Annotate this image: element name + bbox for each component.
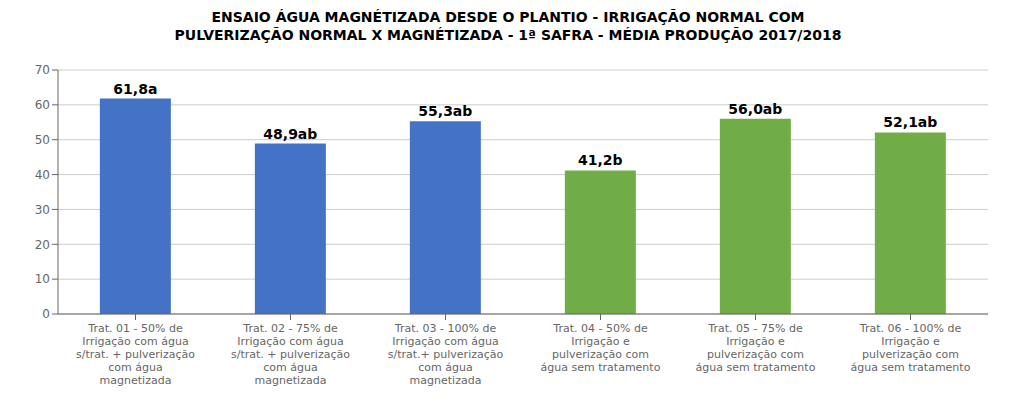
svg-text:50: 50 — [35, 133, 50, 147]
svg-text:Trat. 06 - 100% deIrrigação ep: Trat. 06 - 100% deIrrigação epulverizaçã… — [851, 322, 971, 374]
svg-text:0: 0 — [42, 307, 50, 321]
svg-text:60: 60 — [35, 98, 50, 112]
svg-text:10: 10 — [35, 272, 50, 286]
svg-text:52,1ab: 52,1ab — [883, 114, 937, 130]
svg-text:Trat. 01 - 50% deIrrigação com: Trat. 01 - 50% deIrrigação com águas/tra… — [76, 322, 195, 387]
svg-text:30: 30 — [35, 203, 50, 217]
svg-text:Trat. 02 - 75% deIrrigação com: Trat. 02 - 75% deIrrigação com águas/tra… — [231, 322, 350, 387]
html-text:PULVERIZAÇÃO NORMAL X MAGNÉTIZ: PULVERIZAÇÃO NORMAL X MAGNÉTIZADA - 1ª S… — [174, 27, 842, 43]
svg-text:Trat. 04 - 50% deIrrigação epu: Trat. 04 - 50% deIrrigação epulverização… — [541, 322, 661, 374]
svg-text:41,2b: 41,2b — [578, 152, 623, 168]
svg-text:Trat. 03 - 100% deIrrigação co: Trat. 03 - 100% deIrrigação com águas/tr… — [388, 322, 504, 387]
svg-text:56,0ab: 56,0ab — [728, 101, 782, 117]
svg-text:61,8a: 61,8a — [113, 81, 157, 97]
svg-text:48,9ab: 48,9ab — [263, 126, 317, 142]
html-text:ENSAIO ÁGUA MAGNÉTIZADA DESDE: ENSAIO ÁGUA MAGNÉTIZADA DESDE O PLANTIO … — [211, 9, 805, 25]
svg-text:40: 40 — [35, 168, 50, 182]
svg-text:70: 70 — [35, 63, 50, 77]
svg-text:Trat. 05 - 75% deIrrigação epu: Trat. 05 - 75% deIrrigação epulverização… — [696, 322, 816, 374]
svg-text:20: 20 — [35, 238, 50, 252]
svg-text:55,3ab: 55,3ab — [418, 103, 472, 119]
